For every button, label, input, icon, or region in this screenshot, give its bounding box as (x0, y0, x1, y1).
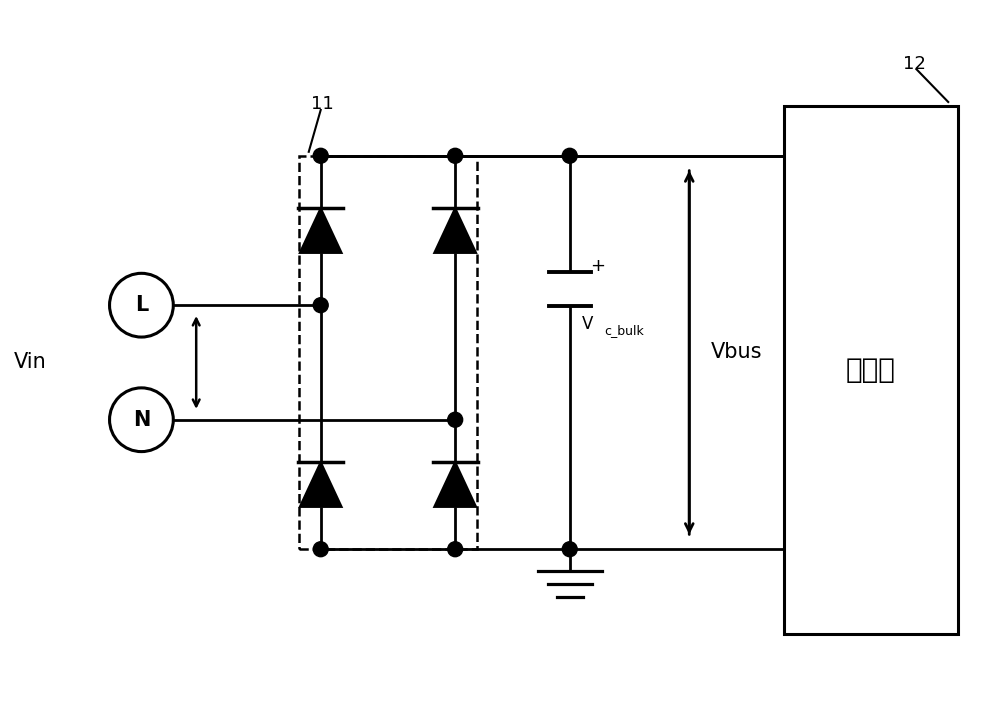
Text: 11: 11 (311, 95, 333, 113)
Polygon shape (434, 462, 476, 507)
Text: Vbus: Vbus (711, 343, 763, 362)
Polygon shape (300, 208, 342, 253)
Text: 变换器: 变换器 (846, 356, 896, 384)
Text: L: L (135, 295, 148, 315)
Bar (299, 156, 477, 549)
Text: Vin: Vin (13, 352, 46, 372)
Circle shape (562, 148, 577, 164)
Text: +: + (590, 257, 605, 275)
Polygon shape (300, 462, 342, 507)
Bar (784, 106, 958, 634)
Polygon shape (434, 208, 476, 253)
Text: V: V (582, 314, 593, 333)
Text: c_bulk: c_bulk (605, 324, 644, 337)
Circle shape (313, 298, 328, 312)
Circle shape (448, 541, 463, 557)
Circle shape (313, 148, 328, 164)
Text: N: N (133, 410, 150, 430)
Circle shape (313, 541, 328, 557)
Circle shape (562, 541, 577, 557)
Text: 12: 12 (903, 55, 926, 73)
Circle shape (448, 148, 463, 164)
Circle shape (448, 412, 463, 427)
